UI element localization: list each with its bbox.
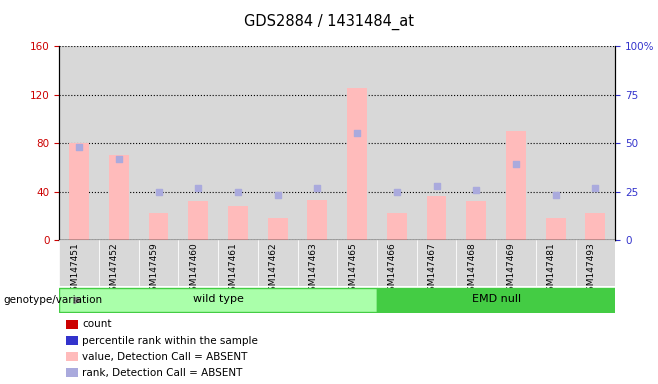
Bar [258,240,297,286]
Bar [218,240,258,286]
Bar [576,240,615,286]
Bar [496,46,536,240]
Text: GSM147452: GSM147452 [110,242,119,297]
Bar [139,240,178,286]
Point [74,144,84,150]
Text: GSM147463: GSM147463 [309,242,317,297]
Text: wild type: wild type [193,295,243,305]
Text: EMD null: EMD null [472,295,520,305]
Bar [347,88,367,240]
Bar [337,240,377,286]
Bar [99,46,139,240]
Bar [536,240,576,286]
Bar [59,46,99,240]
Point [392,189,402,195]
Bar [178,46,218,240]
Bar [377,240,417,286]
Point [272,192,283,199]
Bar [59,240,99,286]
Bar [99,240,139,286]
Bar [268,218,288,240]
Text: percentile rank within the sample: percentile rank within the sample [82,336,258,346]
Bar [586,214,605,240]
Point [511,161,521,167]
Bar [178,240,218,286]
Bar [258,46,297,240]
Point [550,192,561,199]
Text: rank, Detection Call = ABSENT: rank, Detection Call = ABSENT [82,368,243,378]
Bar [387,214,407,240]
Text: GSM147460: GSM147460 [190,242,198,297]
Text: GSM147459: GSM147459 [149,242,159,297]
Bar [228,206,248,240]
Bar [377,288,615,312]
Point [193,185,203,191]
Bar [545,218,566,240]
Bar [536,46,576,240]
Bar [417,46,457,240]
Bar [307,200,327,240]
Bar [188,201,208,240]
Text: value, Detection Call = ABSENT: value, Detection Call = ABSENT [82,352,247,362]
Text: GSM147468: GSM147468 [467,242,476,297]
Text: GSM147469: GSM147469 [507,242,516,297]
Point [233,189,243,195]
Point [471,187,482,193]
Bar [337,46,377,240]
Bar [417,240,457,286]
Text: GSM147461: GSM147461 [229,242,238,297]
Point [114,156,124,162]
Point [352,130,363,136]
Bar [467,201,486,240]
Point [312,185,322,191]
Bar [457,46,496,240]
Point [153,189,164,195]
Bar [576,46,615,240]
Text: GDS2884 / 1431484_at: GDS2884 / 1431484_at [244,13,414,30]
Point [431,183,442,189]
Bar [297,46,337,240]
Bar [496,240,536,286]
Bar [218,46,258,240]
Bar [457,240,496,286]
Text: GSM147462: GSM147462 [268,242,278,297]
Text: GSM147466: GSM147466 [388,242,397,297]
Text: GSM147493: GSM147493 [586,242,595,297]
Bar [377,46,417,240]
Point [590,185,601,191]
Bar [139,46,178,240]
Text: genotype/variation: genotype/variation [3,295,103,305]
Text: count: count [82,319,112,329]
Text: GSM147465: GSM147465 [348,242,357,297]
Text: GSM147451: GSM147451 [70,242,79,297]
Bar [109,155,129,240]
Bar [69,143,89,240]
Bar [506,131,526,240]
Bar [426,196,446,240]
Text: GSM147481: GSM147481 [547,242,555,297]
Bar [149,214,168,240]
Text: GSM147467: GSM147467 [428,242,436,297]
Bar [297,240,337,286]
Bar [59,288,377,312]
